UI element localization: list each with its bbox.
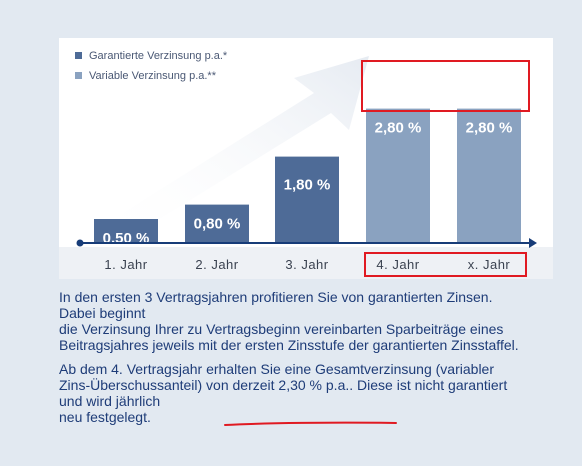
caption-line: Zins-Überschussanteil) von derzeit 2,30 … bbox=[59, 377, 579, 393]
caption-line: Beitragsjahres jeweils mit der ersten Zi… bbox=[59, 337, 579, 353]
caption-line: die Verzinsung Ihrer zu Vertragsbeginn v… bbox=[59, 321, 579, 337]
caption-line: In den ersten 3 Vertragsjahren profitier… bbox=[59, 289, 579, 305]
legend-swatch bbox=[75, 72, 82, 79]
bar-value-label: 1,80 % bbox=[284, 177, 331, 194]
bar bbox=[275, 157, 339, 243]
caption-line: Ab dem 4. Vertragsjahr erhalten Sie eine… bbox=[59, 361, 579, 377]
bar-value-label: 2,80 % bbox=[375, 120, 422, 137]
legend-label: Garantierte Verzinsung p.a.* bbox=[89, 50, 228, 62]
x-tick-label: 1. Jahr bbox=[104, 257, 147, 272]
bar-value-label: 0,50 % bbox=[103, 230, 150, 247]
rate-underline-mark bbox=[224, 420, 398, 428]
bar-value-label: 2,80 % bbox=[466, 120, 513, 137]
legend: Garantierte Verzinsung p.a.* Variable Ver… bbox=[75, 50, 228, 82]
axis-arrowhead bbox=[529, 238, 537, 248]
legend-swatch bbox=[75, 52, 82, 59]
caption-text: In den ersten 3 Vertragsjahren profitier… bbox=[59, 289, 579, 425]
x-tick-label: 4. Jahr bbox=[376, 257, 419, 272]
caption-paragraph-2: Ab dem 4. Vertragsjahr erhalten Sie eine… bbox=[59, 361, 579, 425]
chart-panel: 0,50 % 0,80 % 1,80 % 2,80 % 2,80 % 1. Jahr 2.… bbox=[59, 38, 553, 279]
x-tick-label: 2. Jahr bbox=[195, 257, 238, 272]
bar-value-label: 0,80 % bbox=[194, 216, 241, 233]
legend-label: Variable Verzinsung p.a.** bbox=[89, 70, 217, 82]
caption-line: Dabei beginnt bbox=[59, 305, 579, 321]
bar-chart: 0,50 % 0,80 % 1,80 % 2,80 % 2,80 % 1. Jahr 2.… bbox=[59, 38, 553, 279]
highlight-box-values bbox=[362, 61, 529, 111]
x-tick-label: 3. Jahr bbox=[285, 257, 328, 272]
axis-start-dot bbox=[77, 240, 84, 247]
caption-line: und wird jährlich bbox=[59, 393, 579, 409]
caption-paragraph-1: In den ersten 3 Vertragsjahren profitier… bbox=[59, 289, 579, 353]
x-tick-label: x. Jahr bbox=[468, 257, 511, 272]
